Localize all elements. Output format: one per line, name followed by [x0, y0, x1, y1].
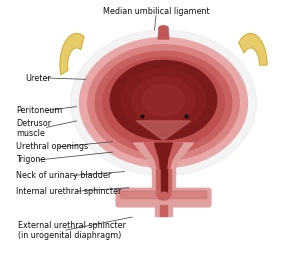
Polygon shape [152, 169, 175, 195]
Polygon shape [154, 143, 172, 169]
Text: Peritoneum: Peritoneum [16, 106, 63, 115]
Polygon shape [160, 205, 167, 216]
Polygon shape [160, 169, 166, 195]
Polygon shape [155, 205, 172, 216]
Text: Ureter: Ureter [26, 74, 51, 82]
Ellipse shape [158, 192, 169, 200]
Ellipse shape [95, 51, 232, 154]
Ellipse shape [80, 38, 247, 168]
Text: Detrusor
muscle: Detrusor muscle [16, 119, 52, 138]
Polygon shape [136, 121, 190, 140]
Ellipse shape [88, 45, 239, 161]
Polygon shape [156, 169, 171, 195]
Ellipse shape [122, 69, 206, 131]
Text: Internal urethral sphincter: Internal urethral sphincter [16, 187, 122, 196]
Ellipse shape [70, 30, 256, 176]
Text: Trigone: Trigone [16, 155, 46, 164]
Text: External urethral sphincter
(in urogenital diaphragm): External urethral sphincter (in urogenit… [18, 220, 126, 240]
Ellipse shape [142, 84, 184, 116]
FancyBboxPatch shape [116, 188, 211, 207]
Polygon shape [144, 143, 183, 169]
Polygon shape [158, 29, 169, 39]
Text: Median umbilical ligament: Median umbilical ligament [103, 7, 209, 16]
Polygon shape [239, 34, 267, 65]
Ellipse shape [103, 57, 224, 148]
Polygon shape [212, 66, 248, 108]
Ellipse shape [110, 61, 217, 140]
Ellipse shape [159, 26, 168, 31]
Text: Neck of urinary bladder: Neck of urinary bladder [16, 171, 112, 180]
Polygon shape [80, 66, 116, 108]
FancyBboxPatch shape [120, 191, 207, 199]
Polygon shape [134, 143, 194, 169]
Ellipse shape [132, 77, 195, 124]
Polygon shape [60, 34, 84, 75]
Text: Urethral openings: Urethral openings [16, 142, 88, 151]
